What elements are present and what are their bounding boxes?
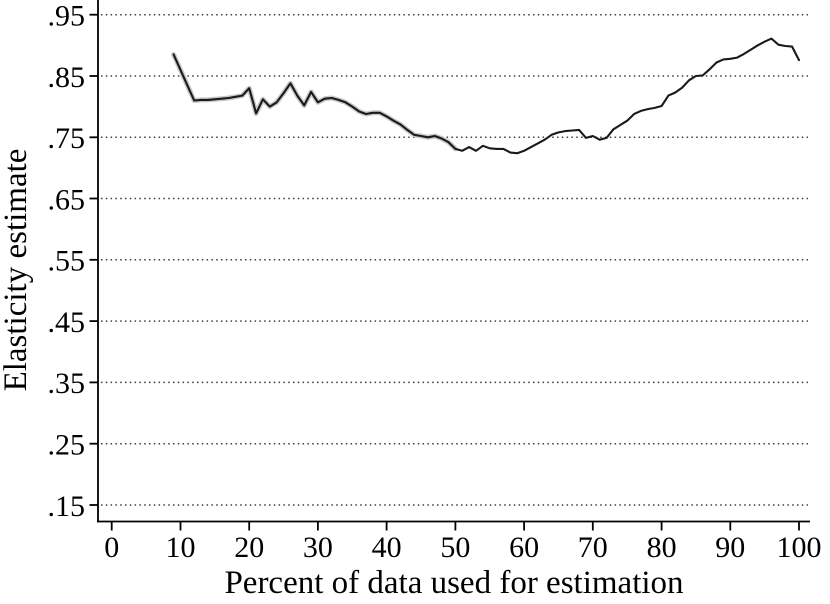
y-tick-label: .75: [48, 122, 86, 155]
x-axis-tick-labels: 0 10 20 30 40 50 60 70 80 90 100: [104, 531, 821, 564]
y-tick-label: .55: [48, 245, 86, 278]
x-tick-label: 0: [104, 531, 119, 564]
x-tick-label: 50: [440, 531, 470, 564]
gridlines: [101, 13, 808, 506]
y-tick-label: .15: [48, 490, 86, 523]
x-tick-label: 40: [372, 531, 402, 564]
axes: [97, 0, 810, 523]
x-tick-label: 90: [715, 531, 745, 564]
y-tick-label: .85: [48, 61, 86, 94]
x-tick-label: 10: [166, 531, 196, 564]
y-tick-label: .95: [48, 0, 86, 33]
estimate-line: [172, 37, 801, 155]
x-tick-label: 30: [303, 531, 333, 564]
x-axis-title: Percent of data used for estimation: [224, 565, 683, 601]
y-tick-label: .35: [48, 367, 86, 400]
x-tick-label: 20: [234, 531, 264, 564]
x-tick-label: 70: [578, 531, 608, 564]
y-tick-label: .65: [48, 183, 86, 216]
x-tick-label: 60: [509, 531, 539, 564]
x-axis-ticks: [110, 521, 800, 531]
x-tick-label: 100: [777, 531, 822, 564]
y-tick-label: .25: [48, 429, 86, 462]
y-axis-title: Elasticity estimate: [0, 149, 34, 392]
x-tick-label: 80: [647, 531, 677, 564]
y-tick-label: .45: [48, 306, 86, 339]
y-axis-tick-labels: .15 .25 .35 .45 .55 .65 .75 .85 .95: [48, 0, 86, 523]
y-axis-ticks: [89, 13, 98, 506]
estimate-polyline: [172, 37, 801, 155]
